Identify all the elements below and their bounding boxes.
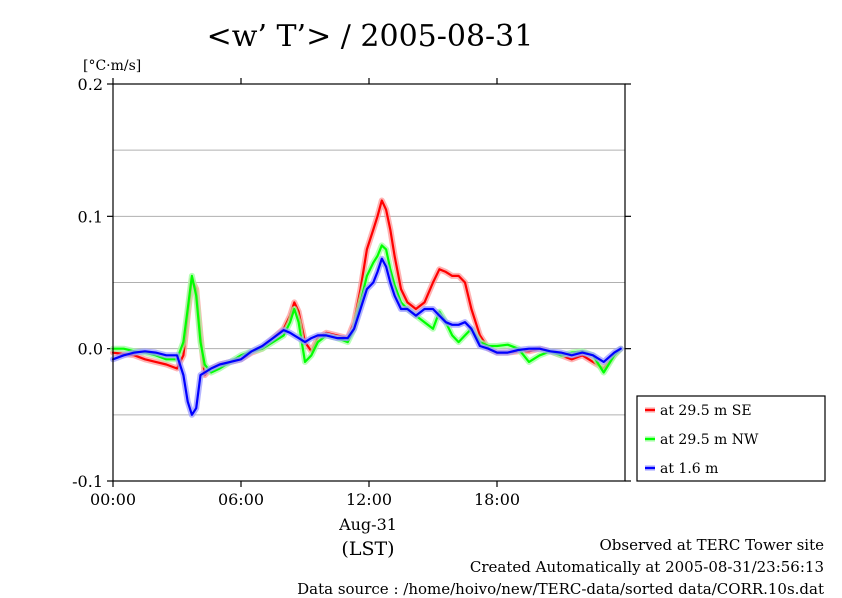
- y-tick-label: 0.0: [78, 340, 103, 359]
- x-tick-label: 12:00: [346, 490, 392, 509]
- legend-item-29-5m-nw-label: at 29.5 m NW: [660, 432, 759, 448]
- series-line-1-6m: [111, 257, 622, 416]
- y-tick-label: 0.1: [78, 207, 103, 226]
- axis-ticks: -0.1 0.0 0.1 0.2 00:00 06:00 12:00 18:00: [72, 75, 631, 509]
- data-series: [110, 197, 624, 418]
- x-tick-label: 06:00: [218, 490, 264, 509]
- plot-frame: [112, 83, 626, 482]
- chart-title: <w’ T’> / 2005-08-31: [207, 19, 534, 54]
- y-tick-label: 0.2: [78, 75, 103, 94]
- legend: at 29.5 m SE at 29.5 m NW at 1.6 m: [636, 395, 826, 482]
- x-tick-label: 18:00: [474, 490, 520, 509]
- footer-site: Observed at TERC Tower site: [599, 536, 824, 554]
- legend-box: [636, 395, 826, 482]
- legend-item-29-5m-se-label: at 29.5 m SE: [660, 403, 752, 419]
- legend-item-1-6m-label: at 1.6 m: [660, 461, 718, 477]
- x-axis-date-label: Aug-31: [338, 515, 397, 534]
- footer-source: Data source : /home/hoivo/new/TERC-data/…: [297, 580, 824, 598]
- footer-created: Created Automatically at 2005-08-31/23:5…: [469, 558, 824, 576]
- y-tick-label: -0.1: [72, 472, 103, 491]
- series-line-29-5m-nw: [111, 244, 622, 374]
- x-axis-label: (LST): [341, 538, 394, 560]
- x-tick-label: 00:00: [90, 490, 136, 509]
- y-axis-label: [°C·m/s]: [83, 58, 141, 74]
